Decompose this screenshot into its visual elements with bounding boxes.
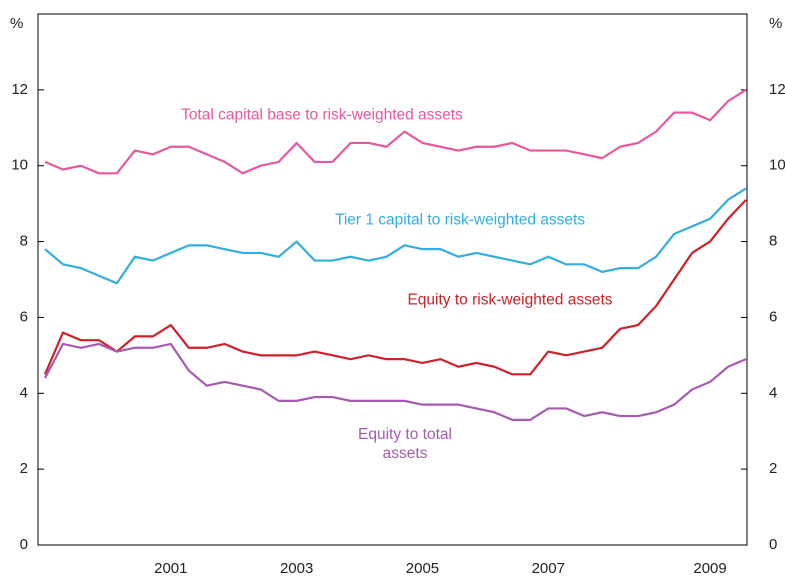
- y-axis-label: %: [10, 15, 23, 32]
- plot-frame: [37, 13, 748, 546]
- series-line: [44, 88, 747, 175]
- y-tick-label: 12: [11, 81, 28, 98]
- y-tick-label: 2: [20, 460, 28, 477]
- x-tick-label: 2005: [406, 560, 439, 577]
- series-label: Total capital base to risk-weighted asse…: [181, 106, 463, 124]
- series-line: [44, 187, 747, 285]
- series-line: [43, 199, 747, 376]
- y-tick-label: 8: [20, 233, 28, 250]
- y2-tick-label: 8: [769, 233, 777, 250]
- y2-tick-label: 4: [769, 384, 777, 401]
- y-tick-label: 6: [20, 308, 28, 325]
- y2-axis-label: %: [769, 15, 782, 32]
- series-label: Tier 1 capital to risk-weighted assets: [334, 211, 586, 229]
- y-tick-label: 4: [20, 384, 28, 401]
- x-tick-label: 2003: [280, 560, 313, 577]
- series-line: [44, 342, 747, 421]
- y2-tick-label: 6: [769, 308, 777, 325]
- y-tick-label: 10: [11, 157, 28, 174]
- y2-tick-label: 0: [769, 536, 777, 553]
- y2-tick-label: 10: [769, 157, 785, 174]
- series-label: Equity to total assets: [358, 426, 452, 462]
- y2-tick-label: 2: [769, 460, 777, 477]
- x-tick-label: 2001: [154, 560, 187, 577]
- y2-tick-label: 12: [769, 81, 785, 98]
- y-tick-label: 0: [20, 536, 28, 553]
- series-label: Equity to risk-weighted assets: [407, 291, 613, 309]
- x-tick-label: 2007: [532, 560, 565, 577]
- x-tick-label: 2009: [693, 560, 726, 577]
